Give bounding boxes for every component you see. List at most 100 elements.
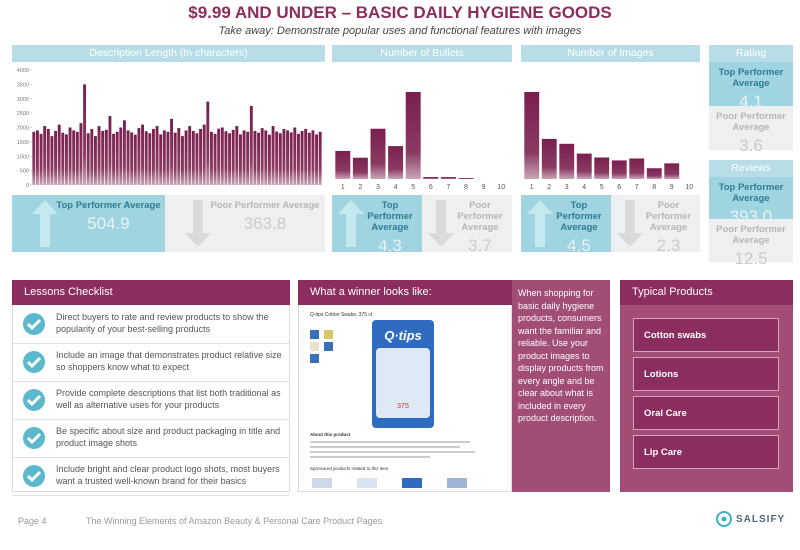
stat: Poor Performer Average 12.5 <box>709 224 793 269</box>
product-item: Cotton swabs <box>633 318 779 352</box>
bar <box>133 134 137 185</box>
bar <box>54 130 58 185</box>
bar <box>35 130 39 185</box>
y-tick-label: 1000 <box>17 154 29 160</box>
bar <box>629 158 645 179</box>
bar <box>611 160 627 179</box>
bar <box>86 133 90 185</box>
x-tick-label: 6 <box>617 184 621 191</box>
thumb <box>310 354 319 363</box>
item-text: Be specific about size and product packa… <box>56 426 281 448</box>
bar <box>307 132 311 185</box>
check-mark <box>26 432 42 445</box>
bar <box>72 130 76 185</box>
poor-box <box>709 219 793 262</box>
bar <box>304 128 308 185</box>
bar <box>260 128 264 185</box>
arrow-shape <box>617 200 643 247</box>
bar <box>231 129 235 185</box>
down-arrow <box>428 200 454 247</box>
bar <box>315 134 319 185</box>
bar <box>184 130 188 185</box>
bar <box>75 131 79 185</box>
bar <box>246 131 250 185</box>
bar <box>162 130 166 185</box>
checklist-item: Provide complete descriptions that list … <box>12 382 290 420</box>
bar <box>282 128 286 185</box>
product-list: Cotton swabs Lotions Oral Care Lip Care <box>633 318 779 474</box>
y-tick-label: 4000 <box>17 68 29 74</box>
bar <box>159 134 163 185</box>
text-lines <box>310 441 475 458</box>
x-tick-label: 10 <box>685 184 693 191</box>
bar <box>224 131 228 185</box>
y-tick-label: 3000 <box>17 97 29 103</box>
x-tick-label: 3 <box>565 184 569 191</box>
thumb <box>310 342 319 351</box>
stat: Top Performer Average 4.5 <box>547 200 611 256</box>
stat: Poor Performer Average 2.3 <box>637 200 700 256</box>
x-tick-label: 6 <box>429 184 433 191</box>
bar <box>228 133 232 185</box>
chart: 1 2 3 4 5 6 7 8 9 10 <box>335 92 505 191</box>
check-icon <box>23 465 45 487</box>
stat-label: Poor Performer Average <box>210 200 320 211</box>
stat-value: 12.5 <box>734 249 768 268</box>
bar <box>46 128 50 185</box>
bar <box>104 129 108 185</box>
arrow-shape <box>185 200 211 247</box>
x-tick-label: 7 <box>446 184 450 191</box>
thumb <box>324 330 333 339</box>
bar <box>64 134 68 185</box>
bar <box>93 136 97 185</box>
stat-value: 4.3 <box>378 236 402 255</box>
bar <box>155 126 159 185</box>
title: $9.99 AND UNDER – BASIC DAILY HYGIENE GO… <box>188 3 612 22</box>
bar <box>50 136 54 185</box>
thumb <box>324 342 333 351</box>
up-arrow <box>338 200 364 247</box>
item-text: Direct buyers to rate and review product… <box>56 312 269 334</box>
arrow-shape <box>428 200 454 247</box>
bar <box>370 128 386 179</box>
bar <box>253 130 257 185</box>
bar <box>541 138 557 179</box>
bar <box>108 116 112 185</box>
item-text: Provide complete descriptions that list … <box>56 388 281 410</box>
checklist-item: Include bright and clear product logo sh… <box>12 458 290 496</box>
stat-value: 2.3 <box>656 236 681 255</box>
y-tick-label: 1500 <box>17 140 29 146</box>
bar <box>311 130 315 185</box>
chart: 1 2 3 4 5 6 7 8 9 10 <box>524 92 693 191</box>
bar <box>242 130 246 185</box>
stat-value: 4.5 <box>567 236 591 255</box>
checklist-item: Be specific about size and product packa… <box>12 420 290 458</box>
stat: Poor Performer Average 3.6 <box>709 111 793 156</box>
x-tick-label: 4 <box>394 184 398 191</box>
poor-box <box>165 195 325 252</box>
x-tick-label: 7 <box>635 184 639 191</box>
bar <box>271 126 275 185</box>
bar <box>43 126 47 185</box>
top-box <box>12 195 165 252</box>
bar <box>293 127 297 185</box>
panel-header: Description Length (In characters) <box>12 45 325 62</box>
bar <box>90 128 94 185</box>
panel-header: Typical Products <box>620 280 793 305</box>
x-tick-label: 9 <box>670 184 674 191</box>
stat-value: 504.9 <box>87 214 130 233</box>
bar <box>126 130 130 185</box>
stat-value: 3.7 <box>468 236 492 255</box>
brand: SALSIFY <box>736 514 786 525</box>
arrow-shape <box>338 200 364 247</box>
bar <box>101 130 105 185</box>
stat-value: 363.8 <box>243 214 287 233</box>
sponsored: Sponsored products related to this item <box>310 466 389 471</box>
product-title: Q-tips Cotton Swabs, 375 ct <box>310 312 373 318</box>
bar <box>286 130 290 185</box>
bar <box>646 168 662 179</box>
up-arrow <box>32 200 58 247</box>
stat-label: Poor Performer Average <box>457 200 503 233</box>
bar <box>119 127 123 185</box>
bar <box>112 133 116 185</box>
